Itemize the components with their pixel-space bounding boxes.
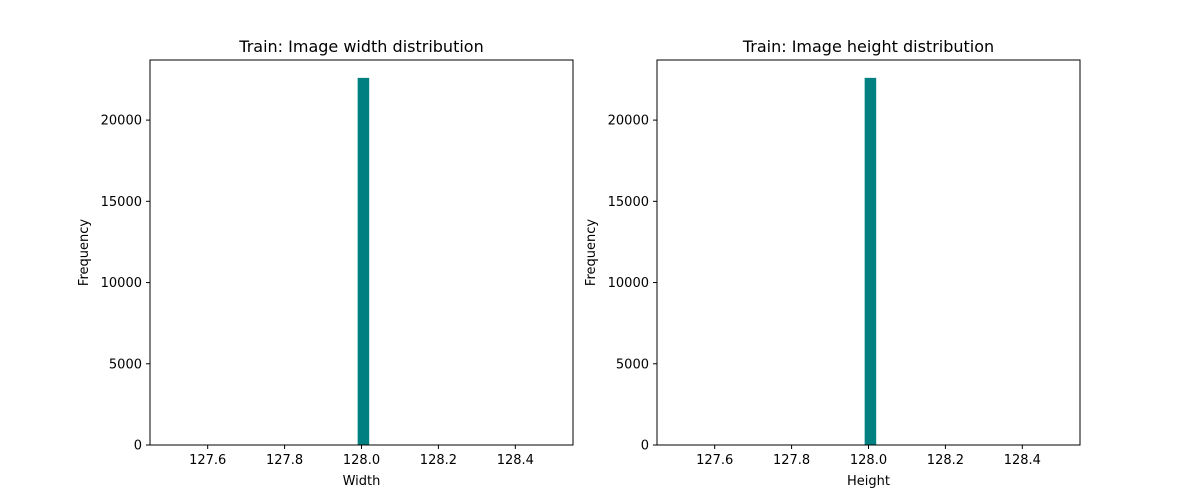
chart-panel-1: 127.6 127.8 128.0 128.2 128.4 0 5000 10000 15000… <box>77 37 574 489</box>
histogram-bar <box>357 77 370 445</box>
y-axis-label: Frequency <box>77 219 92 286</box>
y-tick-label: 10000 <box>101 276 142 291</box>
x-axis-label: Height <box>847 474 890 489</box>
y-tick-label: 0 <box>134 439 142 454</box>
x-tick-label: 127.6 <box>189 453 226 468</box>
y-tick-label: 5000 <box>109 357 142 372</box>
histogram-bar <box>864 77 877 445</box>
x-axis-label: Width <box>343 474 381 489</box>
y-tick-label: 15000 <box>608 195 649 210</box>
y-tick-label: 20000 <box>101 114 142 129</box>
x-tick-label: 127.8 <box>266 453 303 468</box>
y-tick-label: 0 <box>641 439 649 454</box>
x-tick-label: 128.4 <box>497 453 534 468</box>
y-axis-label: Frequency <box>584 219 599 286</box>
y-tick-label: 10000 <box>608 276 649 291</box>
x-tick-label: 128.0 <box>343 453 380 468</box>
x-tick-label: 128.4 <box>1004 453 1041 468</box>
x-tick-label: 127.8 <box>773 453 810 468</box>
x-tick-label: 128.0 <box>850 453 887 468</box>
x-tick-label: 128.2 <box>420 453 457 468</box>
chart-title: Train: Image width distribution <box>238 37 483 56</box>
x-tick-label: 127.6 <box>696 453 733 468</box>
chart-panel-2: 127.6 127.8 128.0 128.2 128.4 0 5000 10000 15000… <box>584 37 1081 489</box>
y-tick-label: 5000 <box>616 357 649 372</box>
y-tick-label: 15000 <box>101 195 142 210</box>
x-tick-label: 128.2 <box>927 453 964 468</box>
y-tick-label: 20000 <box>608 114 649 129</box>
chart-title: Train: Image height distribution <box>742 37 994 56</box>
